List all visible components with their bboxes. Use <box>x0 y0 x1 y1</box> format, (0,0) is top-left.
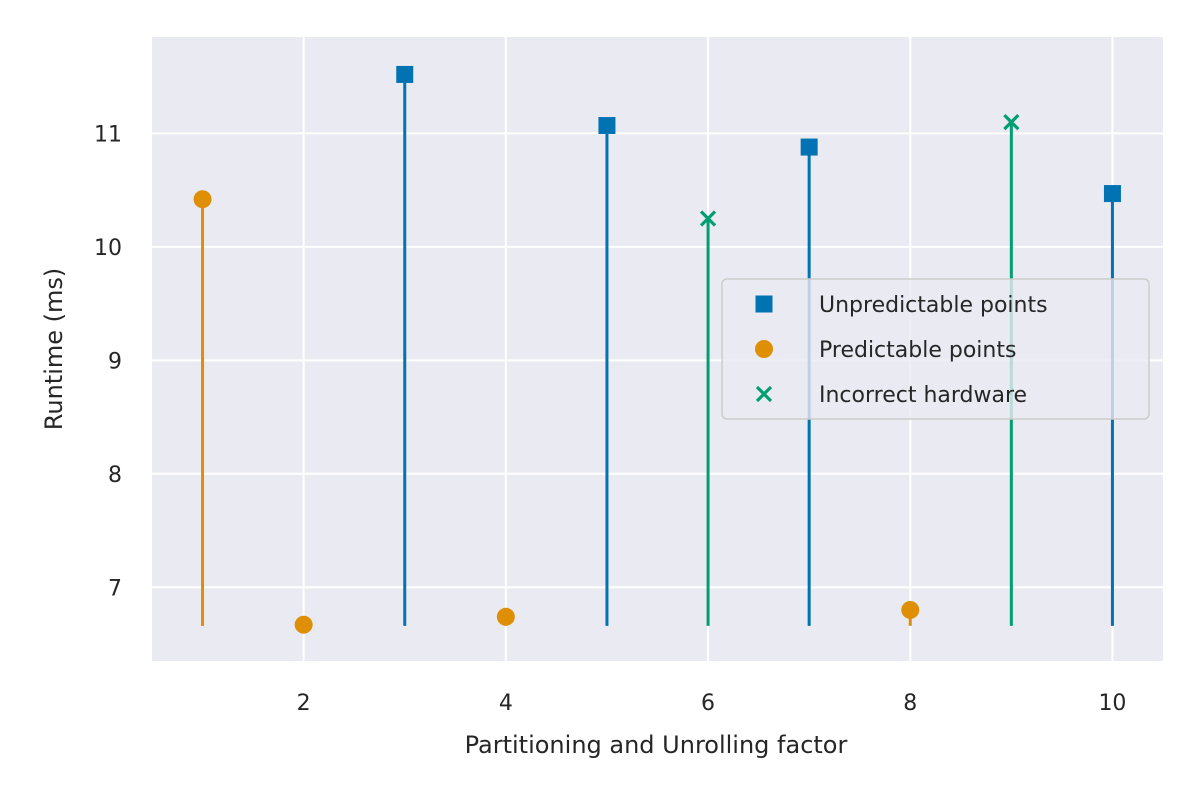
marker-incorrect-hardware <box>699 210 717 227</box>
x-tick-label: 8 <box>903 691 917 716</box>
x-marker-stroke <box>1003 113 1020 131</box>
x-marker-stroke <box>699 210 717 227</box>
marker-predictable-points <box>496 607 515 626</box>
data-markers <box>193 65 1121 634</box>
marker-predictable-points <box>294 615 313 634</box>
marker-predictable-points <box>901 600 920 619</box>
marker-predictable-points <box>193 190 212 209</box>
y-tick-label: 8 <box>108 463 122 488</box>
legend-box <box>721 278 1150 420</box>
y-tick-label: 10 <box>94 236 122 261</box>
legend-label: Predictable points <box>819 338 1016 363</box>
x-tick-labels: 2 4 6 8 10 <box>297 691 1127 716</box>
marker-unpredictable-points <box>800 138 818 156</box>
marker-unpredictable-points <box>1103 185 1121 203</box>
y-tick-label: 11 <box>94 122 122 147</box>
legend-label: Incorrect hardware <box>819 383 1027 408</box>
y-tick-label: 9 <box>108 349 122 374</box>
legend: Unpredictable points Predictable points In… <box>721 278 1150 420</box>
y-tick-label: 7 <box>108 576 122 601</box>
legend-marker <box>755 295 773 313</box>
y-axis-label: Runtime (ms) <box>40 268 68 430</box>
x-tick-label: 2 <box>297 691 311 716</box>
x-tick-label: 6 <box>701 691 715 716</box>
x-axis-label: Partitioning and Unrolling factor <box>465 731 848 759</box>
legend-label: Unpredictable points <box>819 293 1048 318</box>
x-tick-label: 10 <box>1098 691 1126 716</box>
x-tick-label: 4 <box>499 691 513 716</box>
marker-incorrect-hardware <box>1003 113 1020 131</box>
marker-unpredictable-points <box>396 65 414 83</box>
y-tick-labels: 7 8 9 10 11 <box>94 122 122 601</box>
legend-marker <box>755 385 773 403</box>
x-marker-stroke <box>755 385 773 403</box>
legend-marker <box>755 340 773 358</box>
marker-unpredictable-points <box>598 116 616 134</box>
